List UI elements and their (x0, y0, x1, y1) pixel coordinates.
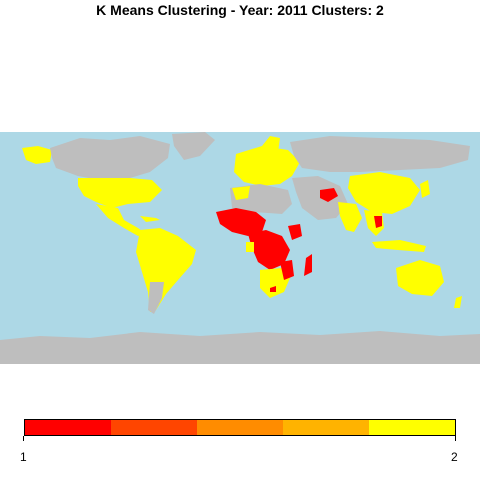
legend-swatch-5 (369, 420, 455, 435)
alaska-region (22, 146, 52, 164)
antarctica-region (0, 331, 480, 364)
caribbean-region (140, 216, 160, 222)
madagascar-region (304, 254, 312, 276)
mozambique-region (280, 260, 294, 280)
indonesia-region (372, 240, 426, 252)
world-map (0, 132, 480, 364)
japan-region (420, 180, 430, 198)
china-region (348, 172, 420, 214)
chart-title: K Means Clustering - Year: 2011 Clusters… (96, 2, 384, 18)
legend-swatch-4 (283, 420, 369, 435)
myanmar-region (374, 216, 382, 228)
west-africa-region (216, 208, 266, 236)
central-africa-region (248, 230, 290, 270)
greenland-region (172, 132, 215, 160)
legend-swatch-1 (25, 420, 111, 435)
maghreb-region (232, 186, 250, 200)
new-zealand-region (454, 296, 462, 308)
southern-africa-region (260, 268, 290, 298)
canada-region (50, 136, 170, 180)
legend-tick-min (23, 436, 24, 441)
india-region (338, 202, 362, 232)
scandinavia-region (262, 136, 280, 154)
europe-region (234, 146, 300, 186)
australia-region (396, 260, 444, 296)
ethiopia-region (288, 224, 302, 240)
color-legend (24, 419, 456, 436)
russia-region (290, 136, 470, 172)
legend-swatch-3 (197, 420, 283, 435)
lesotho-region (270, 286, 276, 292)
gabon-region (246, 242, 254, 252)
mexico-region (96, 204, 146, 236)
legend-swatch-2 (111, 420, 197, 435)
afghanistan-region (320, 188, 338, 202)
argentina-region (148, 282, 164, 314)
legend-min-label: 1 (20, 450, 27, 464)
legend-max-label: 2 (451, 450, 458, 464)
usa-region (78, 178, 162, 208)
legend-tick-max (455, 436, 456, 441)
